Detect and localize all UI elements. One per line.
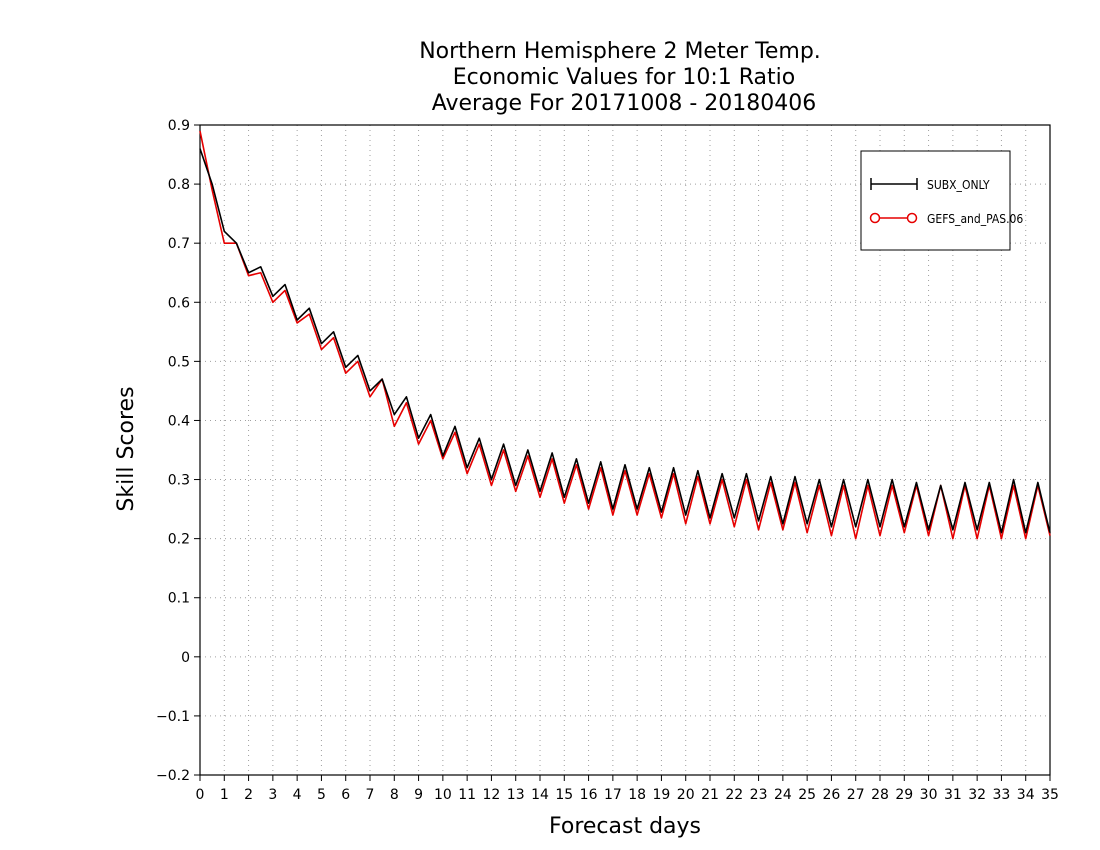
y-tick-label-3: 0.1 <box>168 591 190 607</box>
x-tick-label-0: 0 <box>196 787 205 803</box>
x-tick-label-8: 8 <box>390 787 399 803</box>
x-tick-label-20: 20 <box>677 787 695 803</box>
legend-label-subx-only: SUBX_ONLY <box>927 178 990 192</box>
plot-border <box>199 124 1051 776</box>
x-axis-ticks: 0 1 2 3 4 5 6 7 8 9 10 11 12 13 14 15 16 17 18 19 20 21 22 23 24… <box>196 775 1059 803</box>
y-tick-label-6: 0.4 <box>168 413 190 429</box>
x-tick-label-26: 26 <box>823 787 841 803</box>
y-tick-label-4: 0.2 <box>168 532 190 548</box>
x-tick-label-18: 18 <box>628 787 646 803</box>
x-tick-label-17: 17 <box>604 787 622 803</box>
chart-title-line-3: Average For 20171008 - 20180406 <box>432 91 817 116</box>
x-tick-label-24: 24 <box>774 787 792 803</box>
x-tick-label-7: 7 <box>366 787 375 803</box>
chart-title-line-1: Northern Hemisphere 2 Meter Temp. <box>419 39 821 64</box>
y-tick-label-11: 0.9 <box>168 118 190 134</box>
x-tick-label-6: 6 <box>341 787 350 803</box>
x-tick-label-30: 30 <box>920 787 938 803</box>
x-tick-label-28: 28 <box>871 787 889 803</box>
x-tick-label-29: 29 <box>895 787 913 803</box>
x-tick-label-10: 10 <box>434 787 452 803</box>
y-tick-label-10: 0.8 <box>168 177 190 193</box>
plot-frame <box>199 124 1051 776</box>
x-tick-label-3: 3 <box>268 787 277 803</box>
x-tick-label-23: 23 <box>750 787 768 803</box>
legend-marker-gefs-a <box>869 212 881 224</box>
x-tick-label-19: 19 <box>653 787 671 803</box>
x-tick-label-21: 21 <box>701 787 719 803</box>
x-tick-label-5: 5 <box>317 787 326 803</box>
x-tick-label-13: 13 <box>507 787 525 803</box>
y-tick-label-1: −0.1 <box>156 709 190 725</box>
y-axis-label: Skill Scores <box>114 386 139 511</box>
y-tick-label-2: 0 <box>181 650 190 666</box>
series-line-subx-only <box>199 148 1051 534</box>
x-tick-label-34: 34 <box>1017 787 1035 803</box>
x-axis-label: Forecast days <box>549 814 701 839</box>
legend-box <box>860 150 1011 251</box>
y-tick-label-8: 0.6 <box>168 295 190 311</box>
x-tick-label-31: 31 <box>944 787 962 803</box>
chart-title: Northern Hemisphere 2 Meter Temp. Econom… <box>419 39 821 116</box>
x-tick-label-11: 11 <box>458 787 476 803</box>
x-tick-label-14: 14 <box>531 787 549 803</box>
x-tick-label-12: 12 <box>483 787 501 803</box>
x-tick-label-22: 22 <box>725 787 743 803</box>
chart-title-line-2: Economic Values for 10:1 Ratio <box>453 65 795 90</box>
x-tick-label-32: 32 <box>968 787 986 803</box>
series-layer <box>199 130 1051 540</box>
x-tick-label-15: 15 <box>555 787 573 803</box>
x-tick-label-33: 33 <box>993 787 1011 803</box>
legend-item-gefs: GEFS_and_PAS.06 <box>869 212 1023 226</box>
legend: SUBX_ONLY GEFS_and_PAS.06 <box>860 150 1023 251</box>
x-tick-label-27: 27 <box>847 787 865 803</box>
legend-label-gefs: GEFS_and_PAS.06 <box>927 212 1023 226</box>
x-tick-label-16: 16 <box>580 787 598 803</box>
x-tick-label-1: 1 <box>220 787 229 803</box>
legend-item-subx-only: SUBX_ONLY <box>870 178 990 192</box>
x-tick-label-9: 9 <box>414 787 423 803</box>
x-tick-label-4: 4 <box>293 787 302 803</box>
grid <box>200 125 1050 775</box>
y-tick-label-9: 0.7 <box>168 236 190 252</box>
legend-marker-gefs-b <box>906 212 918 224</box>
y-tick-label-0: −0.2 <box>156 768 190 784</box>
series-line-gefs-and-pas-06 <box>199 130 1051 540</box>
x-tick-label-2: 2 <box>244 787 253 803</box>
x-tick-label-25: 25 <box>798 787 816 803</box>
x-tick-label-35: 35 <box>1041 787 1059 803</box>
y-tick-label-5: 0.3 <box>168 473 190 489</box>
y-axis-ticks: −0.2 −0.1 0 0.1 0.2 0.3 0.4 0.5 0.6 0.7 0.8 0.9 <box>156 118 200 784</box>
y-tick-label-7: 0.5 <box>168 354 190 370</box>
